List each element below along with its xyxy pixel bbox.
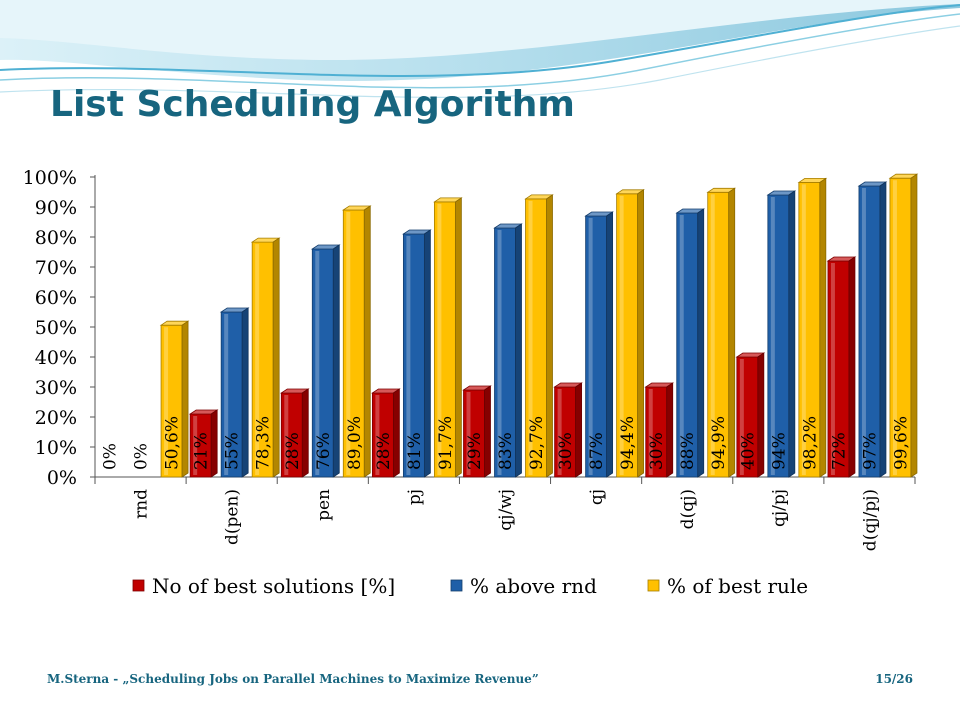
y-tick-label: 50% (35, 317, 77, 339)
bar-chart: 0% 10% 20% 30% 40% 50% 60% 70% 80% 90% 100% 0% 0% 50,… (23, 167, 919, 598)
bar-best-rule (250, 237, 281, 478)
bar-best-solutions (644, 382, 675, 478)
data-label: 30% (556, 432, 576, 470)
bar-best-rule (341, 205, 372, 478)
bar-above-rnd (766, 190, 797, 478)
bar-best-solutions (188, 409, 219, 478)
slide-footer: M.Sterna - „Scheduling Jobs on Parallel … (47, 672, 539, 686)
legend-item: % above rnd (450, 574, 597, 598)
legend-label: No of best solutions [%] (152, 574, 395, 598)
legend-label: % of best rule (667, 574, 808, 598)
bar-best-rule (433, 197, 463, 478)
y-tick-label: 40% (35, 347, 77, 369)
data-label: 92,7% (527, 416, 547, 470)
y-tick-label: 90% (35, 197, 77, 219)
data-label: 76% (314, 432, 334, 470)
bar-best-rule (524, 194, 554, 478)
data-label: 28% (283, 432, 303, 470)
data-label: 40% (738, 432, 758, 470)
header-wave-decoration (0, 0, 960, 98)
data-label: 81% (405, 432, 425, 470)
data-label: 94,4% (618, 416, 638, 470)
bar-above-rnd (675, 208, 706, 478)
y-tick-label: 70% (35, 257, 77, 279)
legend-item: No of best solutions [%] (132, 574, 395, 598)
data-label: 78,3% (254, 416, 274, 470)
y-tick-label: 100% (23, 167, 77, 189)
data-label: 29% (465, 432, 485, 470)
y-tick-label: 60% (35, 287, 77, 309)
category-label: qj (587, 489, 607, 505)
bar-above-rnd (219, 307, 250, 478)
category-label: d(qj/pj) (860, 489, 880, 551)
category-label: rnd (132, 489, 152, 519)
category-label: d(qj) (678, 489, 698, 529)
data-label: 0% (101, 443, 121, 470)
bar-above-rnd (584, 211, 614, 478)
data-label: 30% (647, 432, 667, 470)
legend-swatch (450, 579, 463, 592)
page-number: 15/26 (875, 672, 913, 686)
bar-best-rule (159, 320, 190, 478)
y-tick-label: 10% (35, 437, 77, 459)
slide-title: List Scheduling Algorithm (50, 84, 575, 125)
category-label: qj/wj (496, 489, 516, 531)
data-label: 94% (769, 432, 789, 470)
bar-best-solutions (735, 352, 766, 478)
legend-item: % of best rule (647, 574, 808, 598)
category-label: pj (405, 489, 425, 505)
bar-best-solutions (826, 256, 857, 478)
category-label: qj/pj (769, 489, 789, 527)
bar-best-rule (888, 173, 919, 478)
data-label: 55% (223, 432, 243, 470)
data-label: 88% (678, 432, 698, 470)
legend-swatch (132, 579, 145, 592)
data-label: 72% (829, 432, 849, 470)
data-label: 99,6% (891, 416, 911, 470)
y-tick-label: 30% (35, 377, 77, 399)
bar-above-rnd (857, 181, 888, 478)
y-tick-label: 80% (35, 227, 77, 249)
data-label: 91,7% (436, 416, 456, 470)
category-label: pen (314, 489, 334, 521)
data-label: 28% (374, 432, 394, 470)
data-label: 87% (587, 432, 607, 470)
bar-best-rule (797, 177, 828, 478)
data-label: 83% (496, 432, 516, 470)
y-tick-label: 0% (47, 467, 77, 489)
data-label: 21% (192, 432, 212, 470)
y-tick-label: 20% (35, 407, 77, 429)
bar-best-solutions (462, 385, 492, 478)
bar-above-rnd (310, 244, 341, 478)
data-label: 0% (132, 443, 152, 470)
bar-best-solutions (553, 382, 583, 478)
bar-best-rule (615, 189, 645, 478)
data-label: 97% (860, 432, 880, 470)
data-label: 98,2% (800, 416, 820, 470)
bar-best-solutions (371, 388, 401, 478)
category-label: d(pen) (223, 489, 243, 545)
legend-swatch (647, 579, 660, 592)
legend-label: % above rnd (470, 574, 597, 598)
data-label: 89,0% (345, 416, 365, 470)
bar-above-rnd (402, 229, 432, 478)
bar-best-rule (706, 187, 737, 478)
bar-best-solutions (279, 388, 310, 478)
data-label: 50,6% (163, 416, 183, 470)
data-label: 94,9% (709, 416, 729, 470)
bar-above-rnd (493, 223, 523, 478)
